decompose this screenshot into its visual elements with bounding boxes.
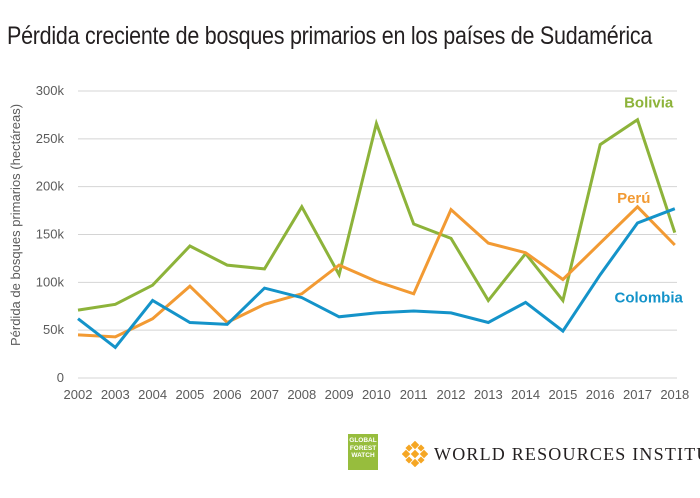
x-tick-label: 2015 xyxy=(548,387,577,402)
wri-logo-icon xyxy=(402,441,428,467)
y-axis-label: Pérdida de bosques primarios (hectáreas) xyxy=(8,104,23,346)
x-tick-label: 2004 xyxy=(138,387,167,402)
x-tick-label: 2009 xyxy=(325,387,354,402)
x-tick-label: 2005 xyxy=(175,387,204,402)
x-tick-label: 2007 xyxy=(250,387,279,402)
grid-lines xyxy=(78,90,677,379)
series-labels: Bolivia Perú Colombia xyxy=(615,94,684,306)
series-line-colombia xyxy=(77,207,676,350)
series-label-peru: Perú xyxy=(617,190,650,207)
x-tick-label: 2012 xyxy=(437,387,466,402)
wri-logo-text: WORLD RESOURCES INSTITUTE xyxy=(434,443,700,464)
x-tick-label: 2008 xyxy=(287,387,316,402)
x-tick-label: 2017 xyxy=(623,387,652,402)
x-tick-label: 2003 xyxy=(101,387,130,402)
series-lines xyxy=(77,117,677,350)
series-label-bolivia: Bolivia xyxy=(624,94,674,111)
series-line-bolivia xyxy=(77,117,677,312)
x-tick-label: 2006 xyxy=(213,387,242,402)
y-tick-label: 50k xyxy=(43,322,64,337)
x-tick-label: 2013 xyxy=(474,387,503,402)
y-tick-label: 250k xyxy=(36,131,65,146)
y-tick-label: 300k xyxy=(36,83,65,98)
wri-logo: WORLD RESOURCES INSTITUTE xyxy=(402,441,700,467)
global-forest-watch-logo: GLOBAL FOREST WATCH xyxy=(348,434,378,470)
x-tick-label: 2002 xyxy=(64,387,93,402)
y-tick-label: 150k xyxy=(36,227,65,242)
x-tick-label: 2016 xyxy=(586,387,615,402)
x-tick-labels: 2002 2003 2004 2005 2006 2007 2008 2009 2010 2011… xyxy=(64,387,690,402)
y-tick-labels: 0 50k 100k 150k 200k 250k 300k xyxy=(36,83,65,385)
chart-title: Pérdida creciente de bosques primarios e… xyxy=(7,22,653,50)
y-tick-label: 100k xyxy=(36,274,65,289)
x-tick-label: 2018 xyxy=(660,387,689,402)
x-tick-label: 2010 xyxy=(362,387,391,402)
series-label-colombia: Colombia xyxy=(615,289,684,306)
y-tick-label: 200k xyxy=(36,179,65,194)
x-tick-label: 2014 xyxy=(511,387,540,402)
series-line-peru xyxy=(77,204,676,339)
y-tick-label: 0 xyxy=(57,370,64,385)
x-tick-label: 2011 xyxy=(400,387,428,402)
